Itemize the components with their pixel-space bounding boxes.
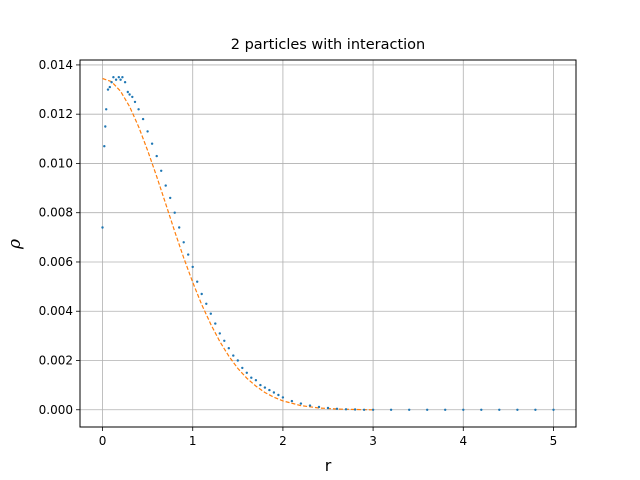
x-tick-label: 0 xyxy=(99,434,107,448)
y-tick-label: 0.006 xyxy=(39,255,73,269)
x-tick-label: 4 xyxy=(459,434,467,448)
data-point xyxy=(389,408,393,411)
scatter-series xyxy=(101,76,555,411)
grid xyxy=(80,60,576,427)
data-point xyxy=(104,125,107,128)
data-point xyxy=(173,211,176,214)
data-point xyxy=(131,95,134,99)
data-point xyxy=(408,408,411,411)
data-point xyxy=(462,408,465,411)
data-point xyxy=(245,371,248,374)
chart-title: 2 particles with interaction xyxy=(231,37,425,53)
data-point xyxy=(150,142,154,145)
data-point xyxy=(317,405,321,409)
data-point xyxy=(353,408,357,411)
data-point xyxy=(106,88,110,91)
data-point xyxy=(534,408,537,411)
data-point xyxy=(236,359,239,362)
data-point xyxy=(105,108,108,111)
data-point xyxy=(277,393,280,397)
y-tick-label: 0.010 xyxy=(39,156,73,170)
data-point xyxy=(114,78,118,81)
data-point xyxy=(326,406,330,410)
data-point xyxy=(121,76,124,79)
y-tick-label: 0.000 xyxy=(39,403,73,417)
data-point xyxy=(480,408,483,411)
x-tick-label: 1 xyxy=(189,434,197,448)
data-point xyxy=(108,85,112,89)
data-point xyxy=(218,332,221,335)
data-point xyxy=(263,386,267,389)
data-point xyxy=(308,404,312,407)
y-tick-label: 0.008 xyxy=(39,206,73,220)
data-point xyxy=(272,391,276,394)
data-point xyxy=(552,408,555,411)
data-point xyxy=(126,90,129,94)
y-tick-label: 0.002 xyxy=(39,353,73,367)
data-point xyxy=(250,376,253,379)
data-point xyxy=(103,145,106,148)
data-point xyxy=(164,184,167,187)
x-axis-label: r xyxy=(325,456,332,475)
y-tick-label: 0.014 xyxy=(39,58,73,72)
data-point xyxy=(133,100,137,104)
dashed-series-line xyxy=(102,77,374,411)
data-point xyxy=(254,379,258,382)
x-tick-label: 3 xyxy=(369,434,377,448)
y-tick-label: 0.012 xyxy=(39,107,73,121)
data-point xyxy=(281,396,285,399)
data-point xyxy=(101,226,104,229)
data-point xyxy=(371,408,375,411)
data-point xyxy=(227,347,230,350)
data-point xyxy=(160,169,163,172)
data-point xyxy=(112,76,115,79)
data-point xyxy=(119,78,122,81)
x-tick-label: 5 xyxy=(550,434,558,448)
plot-frame xyxy=(79,59,577,428)
data-point xyxy=(209,312,212,315)
data-point xyxy=(223,339,226,342)
data-point xyxy=(182,241,185,244)
data-point xyxy=(516,408,519,411)
data-point xyxy=(178,226,181,229)
data-point xyxy=(214,322,217,325)
dashed-series xyxy=(102,77,374,411)
y-tick-label: 0.004 xyxy=(39,304,73,318)
data-point xyxy=(362,408,366,411)
data-point xyxy=(155,154,158,158)
data-point xyxy=(117,76,121,79)
y-axis-label: ρ xyxy=(5,239,25,250)
y-axis-ticks: 0.000 0.002 0.004 0.006 0.008 0.010 0.012 0.014 xyxy=(39,58,80,417)
data-point xyxy=(444,408,447,411)
data-point xyxy=(191,265,194,269)
data-point xyxy=(128,93,131,96)
data-point xyxy=(110,81,113,84)
data-point xyxy=(232,354,235,357)
data-point xyxy=(196,280,199,283)
data-point xyxy=(498,408,501,411)
data-point xyxy=(187,253,190,256)
data-point xyxy=(123,81,127,84)
data-point xyxy=(259,383,262,387)
data-point xyxy=(426,408,429,411)
x-tick-label: 2 xyxy=(279,434,287,448)
data-point xyxy=(137,108,140,111)
data-point xyxy=(141,117,145,121)
data-point xyxy=(335,407,339,410)
data-point xyxy=(200,292,203,296)
data-point xyxy=(169,196,172,200)
x-axis-ticks: 0 1 2 3 4 5 xyxy=(99,427,558,448)
data-point xyxy=(344,408,348,411)
data-point xyxy=(290,399,294,403)
data-point xyxy=(268,388,271,392)
data-point xyxy=(146,130,149,133)
data-point xyxy=(205,302,208,305)
data-point xyxy=(241,366,244,370)
data-point xyxy=(299,402,303,405)
